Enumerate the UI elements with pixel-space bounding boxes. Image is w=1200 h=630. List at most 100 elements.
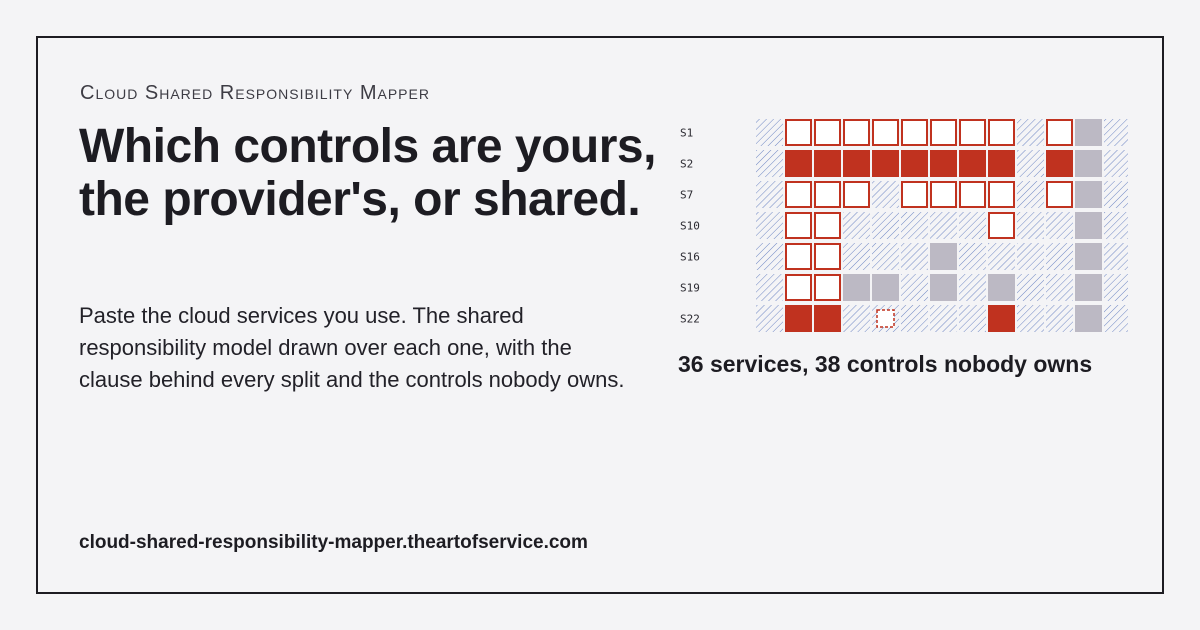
row-label: S7 <box>680 189 693 202</box>
matrix-cell-hatched <box>756 150 783 177</box>
matrix-cell-gray <box>930 274 957 301</box>
matrix-cell-gray <box>1075 150 1102 177</box>
matrix-cell-hatched <box>901 212 928 239</box>
matrix-cell-outlined <box>814 243 841 270</box>
matrix-cell-outlined <box>785 243 812 270</box>
matrix-cell-hatched <box>901 305 928 332</box>
matrix-cell-gray <box>1075 243 1102 270</box>
matrix-cell-outlined <box>785 119 812 146</box>
matrix-cell-hatched <box>1104 305 1128 332</box>
matrix-cell-filled <box>814 305 841 332</box>
matrix-cell-outlined <box>814 212 841 239</box>
site-url[interactable]: cloud-shared-responsibility-mapper.thear… <box>79 532 588 553</box>
matrix-cell-filled <box>872 150 899 177</box>
matrix-cell-hatched <box>843 243 870 270</box>
matrix-cell-filled <box>901 150 928 177</box>
summary-stat: 36 services, 38 controls nobody owns <box>678 351 1093 377</box>
matrix-cell-outlined <box>814 181 841 208</box>
matrix-cell-gray <box>1075 212 1102 239</box>
matrix-cell-hatched <box>1104 150 1128 177</box>
matrix-cell-hatched <box>1104 243 1128 270</box>
matrix-cell-outlined <box>901 181 928 208</box>
matrix-cell-hatched <box>959 305 986 332</box>
matrix-cell-hatched <box>959 243 986 270</box>
matrix-cell-outlined <box>959 119 986 146</box>
matrix-cell-hatched <box>959 212 986 239</box>
matrix-cell-hatched <box>756 243 783 270</box>
matrix-cell-hatched <box>756 119 783 146</box>
matrix-cell-hatched <box>1046 212 1073 239</box>
matrix-cell-outlined <box>872 119 899 146</box>
matrix-cell-hatched <box>1017 305 1044 332</box>
matrix-cell-hatched <box>1104 181 1128 208</box>
matrix-cell-outlined <box>930 181 957 208</box>
matrix-cell-gray <box>1075 274 1102 301</box>
matrix-cell-hatched <box>872 181 899 208</box>
matrix-cell-filled <box>785 305 812 332</box>
row-label: S19 <box>680 282 700 295</box>
matrix-cell-outlined <box>901 119 928 146</box>
matrix-cell-hatched <box>843 305 870 332</box>
matrix-cell-gray <box>1075 119 1102 146</box>
matrix-cell-hatched <box>1104 119 1128 146</box>
matrix-cell-hatched <box>1046 243 1073 270</box>
matrix-cell-outlined <box>1046 181 1073 208</box>
matrix-cell-filled <box>843 150 870 177</box>
matrix-cell-gray <box>872 274 899 301</box>
responsibility-matrix: S1S2S7S10S16S19S22S30 <box>678 80 1128 332</box>
matrix-cell-filled <box>930 150 957 177</box>
matrix-cell-filled <box>988 305 1015 332</box>
matrix-cell-hatched <box>1046 305 1073 332</box>
matrix-cell-outlined <box>930 119 957 146</box>
headline: Which controls are yours, the provider's… <box>79 120 656 226</box>
matrix-cell-outlined <box>843 119 870 146</box>
matrix-cell-gray <box>988 274 1015 301</box>
matrix-cell-hatched <box>988 243 1015 270</box>
matrix-cell-outlined <box>814 119 841 146</box>
matrix-cell-hatched <box>901 274 928 301</box>
matrix-cell-hatched <box>756 212 783 239</box>
matrix-cell-gray <box>1075 181 1102 208</box>
matrix-cell-hatched <box>843 212 870 239</box>
row-label: S1 <box>680 127 693 140</box>
matrix-cell-hatched <box>959 274 986 301</box>
matrix-cell-hatched <box>930 212 957 239</box>
matrix-cell-hatched <box>756 274 783 301</box>
matrix-cell-dashed <box>876 309 895 328</box>
matrix-cell-hatched <box>872 243 899 270</box>
matrix-cell-outlined <box>785 181 812 208</box>
matrix-cell-outlined <box>785 274 812 301</box>
share-card: Cloud Shared Responsibility Mapper Which… <box>36 36 1164 594</box>
app-name: Cloud Shared Responsibility Mapper <box>80 82 430 104</box>
matrix-cell-hatched <box>756 181 783 208</box>
matrix-cell-filled <box>1046 150 1073 177</box>
matrix-cell-filled <box>959 150 986 177</box>
matrix-cell-filled <box>785 150 812 177</box>
matrix-cell-hatched <box>930 305 957 332</box>
matrix-cell-outlined <box>814 274 841 301</box>
responsibility-matrix-graphic: S1S2S7S10S16S19S22S30 <box>680 119 1128 332</box>
matrix-cell-hatched <box>901 243 928 270</box>
row-label: S16 <box>680 251 700 264</box>
matrix-cell-gray <box>843 274 870 301</box>
matrix-cell-outlined <box>959 181 986 208</box>
matrix-cell-hatched <box>872 212 899 239</box>
matrix-cell-hatched <box>1017 181 1044 208</box>
row-label: S22 <box>680 313 700 326</box>
matrix-cell-hatched <box>1017 243 1044 270</box>
matrix-cell-hatched <box>756 305 783 332</box>
matrix-cell-gray <box>930 243 957 270</box>
matrix-cell-hatched <box>1046 274 1073 301</box>
matrix-cell-outlined <box>785 212 812 239</box>
matrix-cell-hatched <box>1017 119 1044 146</box>
matrix-cell-hatched <box>1017 274 1044 301</box>
row-label: S10 <box>680 220 700 233</box>
matrix-cell-hatched <box>1104 274 1128 301</box>
matrix-cell-outlined <box>843 181 870 208</box>
matrix-cell-outlined <box>988 119 1015 146</box>
matrix-cell-outlined <box>988 181 1015 208</box>
matrix-cell-hatched <box>1017 212 1044 239</box>
matrix-cell-outlined <box>1046 119 1073 146</box>
matrix-cell-gray <box>1075 305 1102 332</box>
matrix-cell-hatched <box>1104 212 1128 239</box>
